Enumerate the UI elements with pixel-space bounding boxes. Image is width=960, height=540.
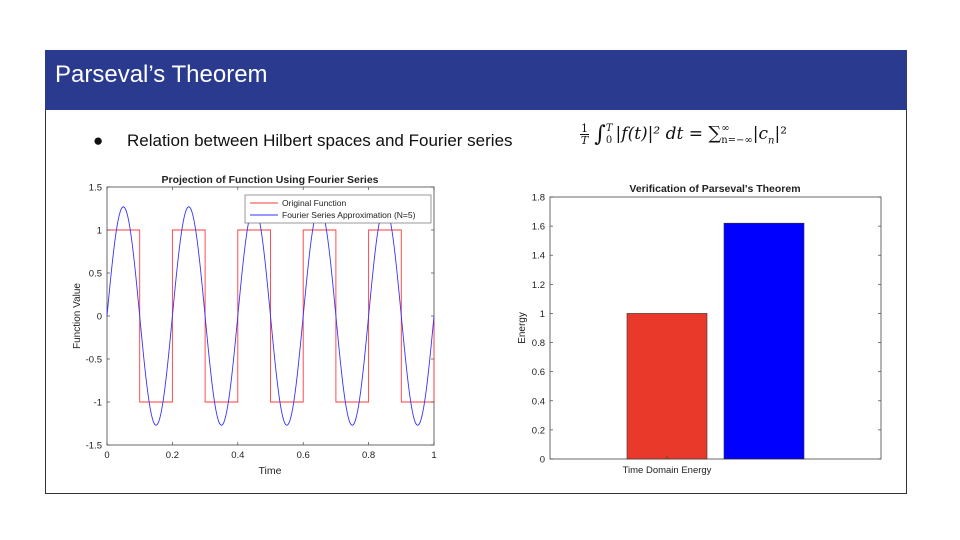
formula-frac-num: 1 [580,122,589,135]
formula-integrand: |f(t)|² dt = [615,124,709,144]
chart-title: Projection of Function Using Fourier Ser… [161,174,378,186]
y-tick-label: 1 [97,226,102,237]
x-tick-label: 0.4 [231,450,244,461]
x-tick-label: 0.6 [297,450,310,461]
legend-box [244,194,432,224]
bar-y-axis-label: Energy [517,312,528,344]
bullet-dot-icon: ● [93,131,104,150]
bar-y-tick-label: 1 [540,309,545,320]
int-upper: T [605,122,613,134]
x-tick-label: 0 [104,450,109,461]
parseval-bar-chart: 0 0.2 0.4 0.6 0.8 1 1.2 1.4 1.6 1.8 Verification … [517,183,882,476]
formula-rhs-sub: n [768,135,775,147]
bar-y-tick-label: 1.4 [532,251,545,262]
bar-y-tick-label: 1.6 [532,222,545,233]
formula-frac-den: T [580,134,589,147]
bar-y-tick-label: 0 [540,455,545,466]
y-tick-label: 1.5 [89,183,102,194]
x-tick-label: 1 [431,450,436,461]
bar-y-tick-label: 0.4 [532,396,545,407]
bar-y-tick-label: 0.6 [532,367,545,378]
bar-x-tick-label: Time Domain Energy [623,465,712,476]
sum-limits: ∞ n=−∞ [721,123,753,147]
sum-sign-icon: ∑ [708,123,722,144]
bar-plot-area [549,196,882,460]
chart-legend: Original Function Fourier Series Approxi… [244,194,432,224]
legend-label-approx: Fourier Series Approximation (N=5) [282,210,416,220]
title-bar: Parseval’s Theorem [45,50,907,110]
bar-y-tick-label: 0.8 [532,338,545,349]
y-axis-label: Function Value [72,283,83,349]
bar-y-tick-label: 1.2 [532,280,545,291]
formula-rhs-end: |² [774,124,788,144]
y-tick-label: 0 [97,312,102,323]
bar-chart-title: Verification of Parseval's Theorem [629,183,800,195]
fourier-projection-chart: 0 0.2 0.4 0.6 0.8 1 -1.5 -1 -0.5 0 0.5 1 1.5 Project… [72,174,437,477]
bar-frequency-domain [723,222,805,460]
formula-rhs: |c [752,124,769,144]
sum-upper: ∞ [721,122,730,134]
x-tick-label: 0.2 [166,450,179,461]
slide-title: Parseval’s Theorem [55,61,268,88]
legend-label-original: Original Function [282,198,347,208]
series-original-line [107,229,435,403]
y-tick-label: -0.5 [86,355,102,366]
bullet-text: Relation between Hilbert spaces and Four… [127,131,513,150]
x-axis-label: Time [259,465,282,477]
bar-y-tick-label: 0.2 [532,425,545,436]
formula-fraction: 1 T [580,123,589,146]
y-tick-label: -1.5 [86,441,102,452]
integral-limits: T 0 [606,123,613,147]
y-tick-label: 0.5 [89,269,102,280]
integral-sign-icon: ∫ [594,122,606,147]
y-tick-label: -1 [94,398,102,409]
bar-time-domain [626,313,708,460]
parseval-formula: 1 T ∫ T 0 |f(t)|² dt = ∑ ∞ n=−∞ |cn|² [580,122,787,147]
bar-y-tick-label: 1.8 [532,193,545,204]
x-tick-label: 0.8 [362,450,375,461]
sum-lower: n=−∞ [721,134,753,146]
int-lower: 0 [605,134,613,146]
